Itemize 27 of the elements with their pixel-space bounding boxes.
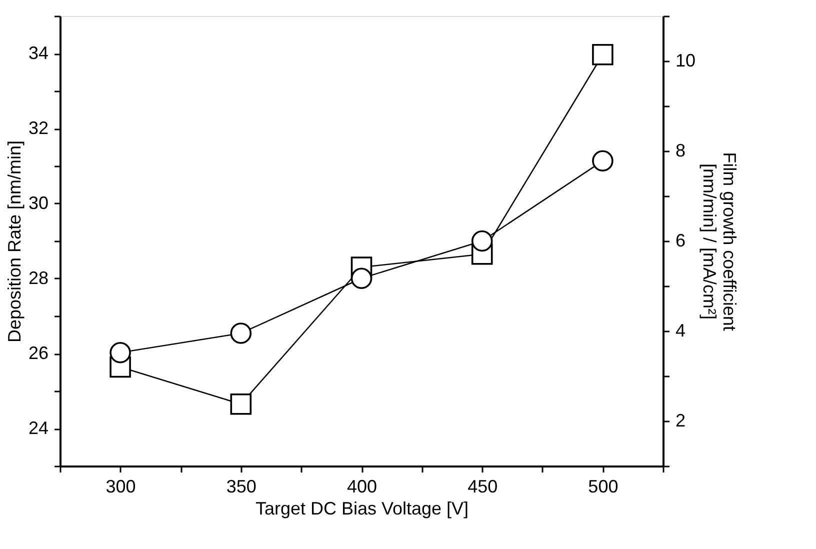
text: Film growth coefficient [720, 152, 740, 331]
point [592, 44, 614, 66]
y-tick-label: 28 [28, 268, 48, 288]
x-tick-label: 500 [588, 476, 618, 496]
point [230, 393, 252, 415]
x-tick-label: 350 [226, 476, 256, 496]
y2-tick-label: 8 [676, 140, 686, 160]
y2-tick-label: 6 [676, 230, 686, 250]
point [471, 230, 493, 252]
y2-tick-label: 4 [676, 320, 686, 340]
point [110, 342, 131, 364]
y-tick-label: 32 [28, 118, 48, 138]
y-tick-label: 26 [28, 343, 48, 363]
x-tick-label: 300 [106, 476, 136, 496]
y-axis-title: Deposition Rate [nm/min] [4, 140, 24, 343]
point [592, 150, 614, 172]
y2-tick-label: 10 [676, 50, 696, 70]
y-tick-label: 30 [28, 193, 48, 213]
x-axis-title: Target DC Bias Voltage [V] [255, 498, 469, 518]
x-tick-label: 400 [346, 476, 378, 496]
y-tick-label: 34 [28, 43, 48, 63]
text: [nm/min] / [mA/cm²] [700, 163, 720, 320]
point [230, 322, 252, 344]
x-tick-label: 450 [468, 476, 498, 496]
y-tick-label: 24 [28, 418, 48, 438]
point [350, 268, 372, 289]
y2-tick-label: 2 [676, 410, 686, 430]
